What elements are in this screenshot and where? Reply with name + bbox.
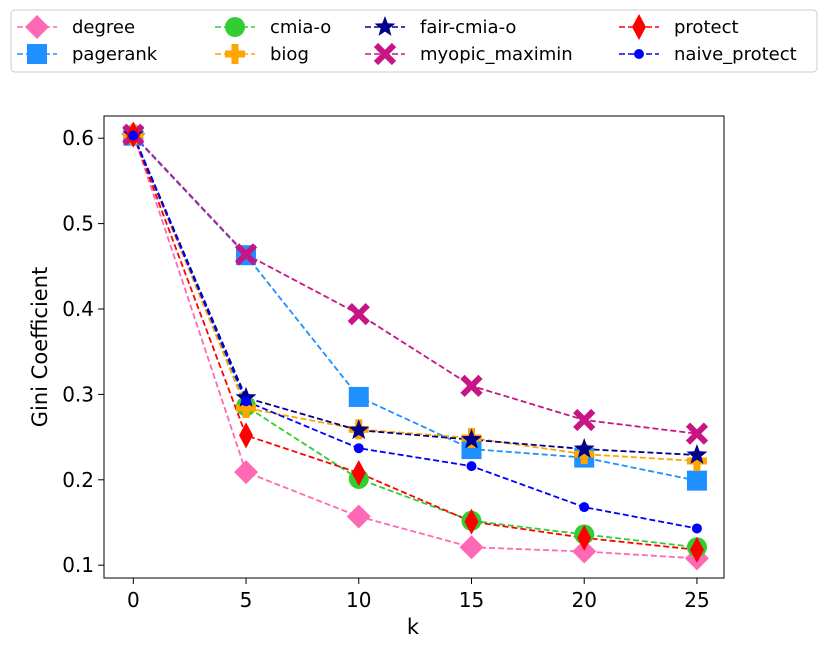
x-tick-label: 20 (571, 588, 596, 612)
legend-item-degree: degree (17, 15, 135, 39)
legend-item-cmia-o: cmia-o (215, 17, 331, 38)
data-point (686, 470, 707, 491)
data-point (572, 539, 597, 564)
y-tick-label: 0.5 (62, 212, 94, 236)
y-tick-label: 0.4 (62, 297, 94, 321)
legend-label: fair-cmia-o (420, 17, 516, 38)
data-point (347, 303, 370, 326)
series-line (132, 134, 698, 462)
legend-item-fair-cmia-o: fair-cmia-o (365, 16, 516, 38)
legend-item-biog: biog (215, 44, 309, 65)
data-point (239, 422, 254, 449)
data-point (128, 130, 139, 141)
data-point (348, 386, 369, 407)
y-tick-label: 0.3 (62, 382, 94, 406)
data-point (686, 451, 707, 472)
x-tick-label: 25 (684, 588, 709, 612)
series-cmia-o (132, 134, 698, 549)
plot-frame (103, 115, 725, 579)
data-point (573, 438, 595, 458)
data-point (574, 444, 595, 465)
plot-area (121, 121, 709, 571)
data-point (577, 524, 592, 551)
data-point (686, 444, 708, 464)
series-naive_protect (132, 135, 698, 530)
data-point (573, 408, 596, 432)
x-tick-label: 0 (127, 588, 140, 612)
series-markers-biog (123, 124, 707, 472)
legend-marker-x (373, 42, 397, 66)
legend: degree pagerank cmia-o biog fair-cmia-o myopi… (10, 9, 818, 73)
series-markers-degree (121, 121, 709, 571)
series-protect (132, 134, 698, 551)
x-tick-label: 15 (459, 588, 484, 612)
series-degree (132, 133, 698, 560)
data-point (241, 396, 252, 407)
data-point (691, 523, 702, 534)
legend-label: biog (270, 44, 309, 65)
series-fair-cmia-o (132, 134, 697, 456)
legend-frame (10, 9, 818, 73)
legend-marker-thin-diamond (632, 14, 646, 40)
legend-label: pagerank (72, 44, 158, 65)
series-pagerank (132, 135, 698, 482)
axes: 0 5 10 15 20 25 0.1 0.2 0.3 0.4 0.5 0.6 (62, 115, 725, 612)
legend-item-pagerank: pagerank (17, 44, 158, 65)
legend-label: cmia-o (270, 17, 331, 38)
series-markers-fair-cmia-o (122, 123, 708, 464)
data-point (579, 502, 590, 513)
series-line (132, 134, 698, 551)
data-point (348, 419, 370, 440)
data-point (353, 443, 364, 454)
legend-item-naive_protect: naive_protect (619, 44, 797, 65)
legend-label: protect (674, 17, 739, 38)
data-point (685, 422, 709, 445)
legend-label: degree (72, 17, 135, 38)
legend-marker-diamond (25, 15, 49, 39)
series-markers-pagerank (123, 125, 707, 491)
data-point (459, 535, 484, 560)
y-tick-label: 0.2 (62, 468, 94, 492)
data-point (236, 398, 257, 419)
data-point (234, 243, 258, 266)
legend-marker-star (374, 16, 396, 36)
data-point (346, 504, 371, 529)
series-line (132, 134, 698, 549)
y-tick-label: 0.1 (62, 553, 94, 577)
data-point (234, 460, 259, 485)
series-line (132, 134, 698, 435)
legend-item-protect: protect (619, 14, 739, 40)
x-tick-label: 5 (240, 588, 253, 612)
legend-label: myopic_maximin (420, 44, 573, 65)
y-tick-label: 0.6 (62, 126, 94, 150)
series-line (132, 135, 698, 482)
legend-marker-circle (225, 17, 245, 37)
series-line (132, 133, 698, 560)
legend-marker-plus (225, 44, 245, 64)
x-axis-label: k (407, 615, 420, 639)
series-line (132, 134, 697, 456)
data-point (351, 459, 366, 486)
legend-label: naive_protect (674, 44, 797, 65)
data-point (464, 508, 479, 535)
series-markers-naive_protect (128, 130, 702, 534)
data-point (689, 536, 704, 563)
y-axis-label: Gini Coefficient (28, 267, 52, 428)
legend-marker-square (27, 44, 47, 64)
series-markers-protect (126, 121, 704, 563)
series-markers-myopic_maximin (122, 123, 709, 445)
data-point (460, 374, 483, 397)
series-myopic_maximin (132, 134, 698, 435)
x-tick-label: 10 (346, 588, 371, 612)
series-line (132, 135, 698, 530)
legend-marker-dot (634, 49, 644, 59)
data-point (461, 428, 482, 449)
series-biog (132, 134, 698, 462)
legend-item-myopic_maximin: myopic_maximin (365, 42, 573, 66)
data-point (466, 461, 477, 472)
